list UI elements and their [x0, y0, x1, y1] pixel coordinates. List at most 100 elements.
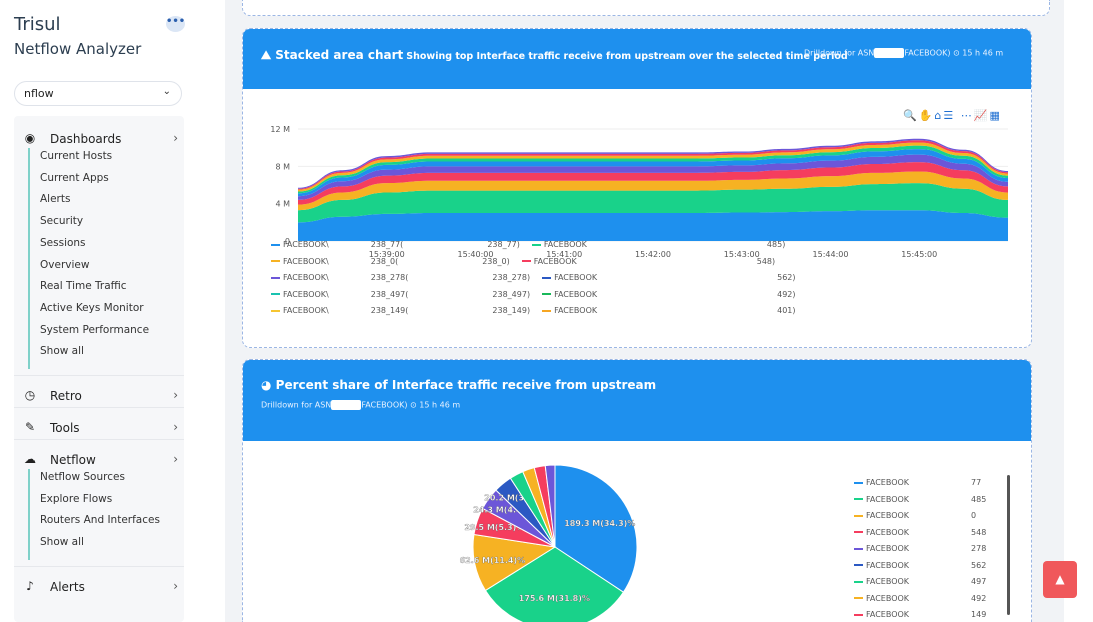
sidebar-section-alerts[interactable]: ♪ Alerts › [14, 574, 184, 600]
sidebar-item-explore-flows[interactable]: Explore Flows [40, 492, 113, 505]
sidebar-section-label: Dashboards [50, 132, 122, 146]
series-swatch [854, 531, 863, 533]
drill-prefix: Drilldown for ASN [804, 48, 875, 58]
x-tick-label: 15:42:00 [635, 250, 671, 259]
gutter [200, 0, 225, 622]
series-swatch [854, 514, 863, 517]
sidebar-item-show-all[interactable]: Show all [40, 536, 84, 549]
series-swatch [271, 309, 280, 312]
stacked-card-header: ⛰ Stacked area chart Showing top Interfac… [243, 29, 1031, 89]
sidebar-item-show-all[interactable]: Show all [40, 345, 84, 358]
series-swatch [854, 564, 863, 566]
legend-row[interactable]: FACEBOOK\ 238_77(238_77) FACEBOOK 485) [271, 240, 785, 249]
legend-row[interactable]: FACEBOOK\ 238_497(238_497) FACEBOOK 492) [271, 290, 796, 299]
drill-suffix: FACEBOOK) [904, 48, 951, 58]
pie-card: ◕ Percent share of Interface traffic rec… [242, 359, 1032, 622]
ellipsis-icon[interactable]: ⋯ [960, 109, 974, 122]
legend-label: FACEBOOK 548 [866, 528, 986, 537]
series-swatch [854, 580, 863, 583]
legend-label: FACEBOOK\ [283, 256, 329, 266]
bell-icon: ♪ [26, 578, 34, 593]
legend-label: 238_149( [370, 306, 409, 315]
clock-icon: ⊙ [953, 48, 960, 58]
pie-slice[interactable] [484, 546, 625, 622]
pie-slice[interactable] [544, 464, 556, 548]
pie-legend-item[interactable]: FACEBOOK 492 [854, 594, 986, 603]
legend-name: FACEBOOK [866, 511, 910, 520]
sidebar-item-system-performance[interactable]: System Performance [40, 323, 150, 336]
line-chart-icon[interactable]: 📈 [973, 109, 990, 122]
legend-name: FACEBOOK [866, 593, 910, 603]
sidebar-section-retro[interactable]: ◷ Retro › [14, 383, 184, 409]
ellipsis-icon[interactable]: ••• [166, 16, 185, 32]
pie-legend-item[interactable]: FACEBOOK 77 [854, 478, 981, 487]
y-tick-label: 12 M [270, 125, 290, 134]
series-swatch [521, 260, 531, 262]
legend-label: 548) [756, 256, 776, 266]
x-tick-label: 15:41:00 [546, 250, 582, 259]
legend-row[interactable]: FACEBOOK\ 238_278(238_278) FACEBOOK 562) [271, 273, 796, 282]
sidebar-item-current-hosts[interactable]: Current Hosts [40, 150, 113, 162]
legend-name: FACEBOOK [866, 527, 910, 537]
x-tick-label: 15:45:00 [901, 250, 937, 259]
legend-name: FACEBOOK [866, 610, 910, 619]
sidebar-item-real-time-traffic[interactable]: Real Time Traffic [40, 280, 127, 293]
pie-legend-item[interactable]: FACEBOOK 548 [854, 528, 986, 537]
pie-legend-item[interactable]: FACEBOOK 278 [854, 544, 986, 553]
sidebar-item-sessions[interactable]: Sessions [40, 236, 86, 249]
menu-icon[interactable]: ☰ [943, 109, 956, 122]
legend-label: FACEBOOK [543, 240, 587, 249]
sidebar-item-netflow-sources[interactable]: Netflow Sources [40, 471, 125, 483]
sidebar-item-current-apps[interactable]: Current Apps [40, 171, 109, 184]
series-swatch [542, 293, 552, 295]
submenu-guide [28, 148, 30, 369]
legend-value: 0 [971, 511, 977, 520]
bar-chart-icon[interactable]: ▦ [989, 109, 1002, 122]
legend-value: 492 [971, 593, 987, 603]
legend-row[interactable]: FACEBOOK\ 238_0(238_0) FACEBOOK 548) [271, 257, 775, 266]
pie-legend-item[interactable]: FACEBOOK 149 [854, 610, 986, 619]
pie-legend-item[interactable]: FACEBOOK 497 [854, 577, 986, 586]
legend-scrollbar[interactable] [1007, 475, 1010, 615]
context-select[interactable]: nflow ⌄ [14, 81, 182, 106]
context-select-value: nflow [24, 87, 54, 100]
sidebar-item-alerts[interactable]: Alerts [40, 193, 71, 206]
sidebar: Trisul Netflow Analyzer ••• nflow ⌄ ◉ Das… [0, 0, 200, 622]
legend-name: FACEBOOK [866, 560, 910, 570]
sidebar-item-security[interactable]: Security [40, 215, 84, 228]
area-series-5 [298, 154, 1008, 200]
legend-label: FACEBOOK\ [283, 273, 329, 282]
legend-label: FACEBOOK 278 [866, 544, 986, 553]
sidebar-section-dashboards[interactable]: ◉ Dashboards › [14, 126, 184, 152]
series-swatch [854, 498, 863, 500]
chevron-down-icon: ⌄ [162, 86, 171, 97]
sidebar-item-routers-and-interfaces[interactable]: Routers And Interfaces [40, 514, 160, 527]
sidebar-item-overview[interactable]: Overview [40, 258, 90, 271]
legend-label: FACEBOOK 497 [866, 577, 986, 586]
sidebar-section-netflow[interactable]: ☁ Netflow › [14, 447, 184, 473]
dashboard-icon: ◉ [24, 131, 36, 145]
zoom-icon[interactable]: 🔍 [903, 109, 919, 122]
home-icon[interactable]: ⌂ [934, 109, 944, 122]
pie-legend-item[interactable]: FACEBOOK 0 [854, 511, 976, 520]
legend-label: FACEBOOK\ [283, 306, 329, 315]
chevron-right-icon: › [173, 578, 178, 593]
stacked-drilldown[interactable]: Drilldown for ASN FACEBOOK) ⊙ 15 h 46 m [804, 48, 1003, 58]
legend-row[interactable]: FACEBOOK\ 238_149(238_149) FACEBOOK 401) [271, 306, 796, 315]
legend-label: 238_497) [492, 289, 531, 299]
cloud-icon: ☁ [24, 452, 36, 466]
scroll-top-button[interactable]: ▲ [1043, 561, 1077, 598]
legend-name: FACEBOOK [866, 478, 910, 487]
legend-label: FACEBOOK 0 [866, 511, 976, 520]
pie-drilldown[interactable]: Drilldown for ASN FACEBOOK) ⊙ 15 h 46 m [261, 400, 460, 410]
series-swatch [271, 293, 280, 295]
series-swatch [271, 260, 280, 262]
pan-icon[interactable]: ✋ [918, 109, 935, 122]
pie-legend-item[interactable]: FACEBOOK 562 [854, 561, 986, 570]
series-swatch [271, 243, 280, 246]
sidebar-item-active-keys-monitor[interactable]: Active Keys Monitor [40, 301, 144, 314]
sidebar-section-tools[interactable]: ✎ Tools › [14, 415, 184, 441]
sidebar-section-label: Alerts [50, 579, 85, 594]
pie-legend-item[interactable]: FACEBOOK 485 [854, 495, 986, 504]
legend-label: FACEBOOK\ [283, 289, 329, 299]
